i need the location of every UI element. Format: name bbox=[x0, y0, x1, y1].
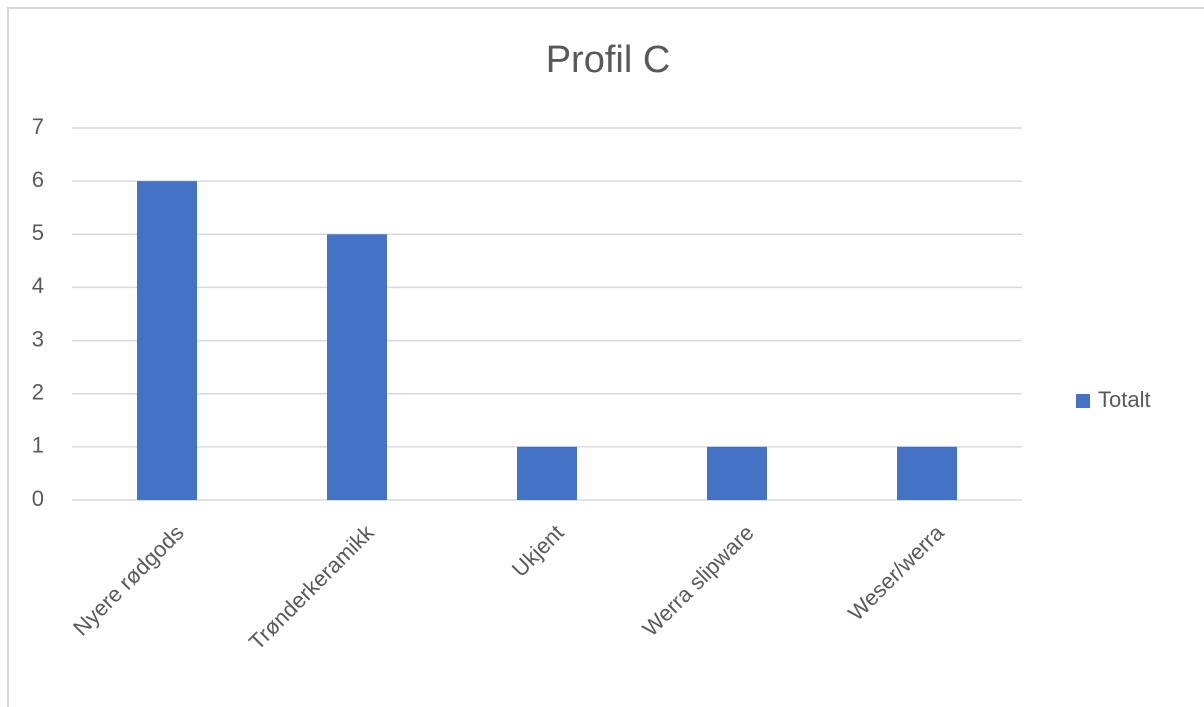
y-tick-label: 6 bbox=[32, 167, 44, 192]
chart-frame bbox=[7, 7, 1204, 707]
y-tick-label: 2 bbox=[32, 380, 44, 405]
legend-label: Totalt bbox=[1098, 387, 1151, 412]
bar bbox=[137, 181, 197, 500]
y-tick-label: 7 bbox=[32, 114, 44, 139]
bar bbox=[327, 234, 387, 501]
chart-title: Profil C bbox=[546, 39, 671, 81]
bar bbox=[897, 446, 957, 500]
y-tick-label: 0 bbox=[32, 486, 44, 511]
bar bbox=[707, 446, 767, 500]
y-tick-label: 1 bbox=[32, 433, 44, 458]
legend-swatch bbox=[1076, 394, 1090, 408]
y-tick-label: 3 bbox=[32, 326, 44, 351]
y-tick-label: 5 bbox=[32, 220, 44, 245]
bar bbox=[517, 446, 577, 500]
y-tick-label: 4 bbox=[32, 273, 44, 298]
